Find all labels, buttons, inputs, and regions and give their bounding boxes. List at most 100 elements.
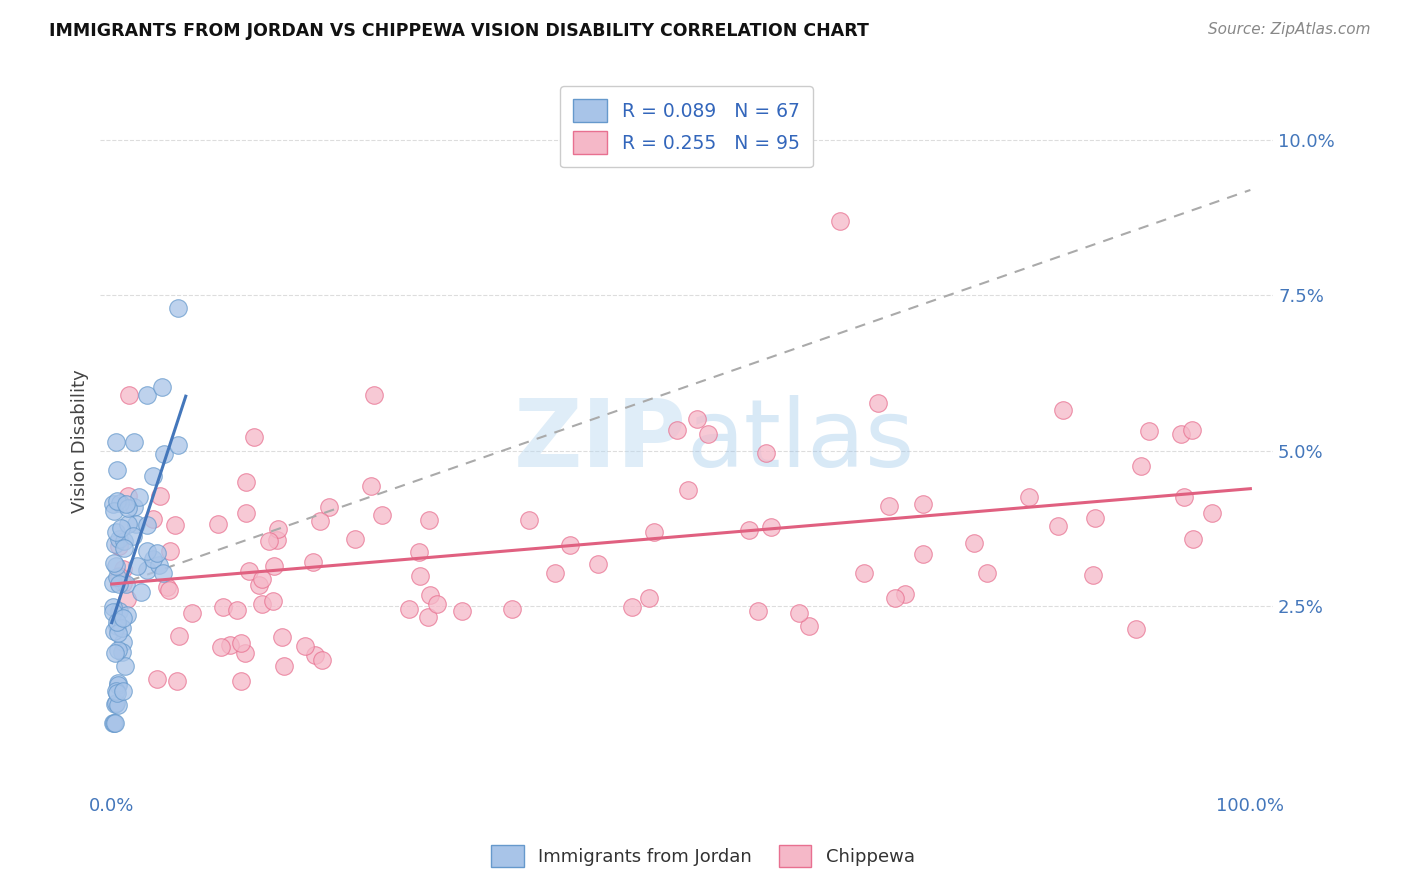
Point bbox=[104, 684, 127, 698]
Legend: Immigrants from Jordan, Chippewa: Immigrants from Jordan, Chippewa bbox=[482, 836, 924, 876]
Point bbox=[270, 630, 292, 644]
Point bbox=[302, 556, 325, 570]
Point bbox=[1201, 506, 1223, 520]
Point bbox=[112, 576, 135, 591]
Point bbox=[304, 648, 326, 662]
Point bbox=[115, 607, 138, 622]
Point bbox=[229, 636, 252, 650]
Point bbox=[118, 387, 141, 401]
Point bbox=[676, 483, 699, 497]
Point bbox=[544, 566, 567, 580]
Point bbox=[108, 496, 131, 510]
Point bbox=[142, 512, 165, 526]
Point bbox=[115, 498, 138, 512]
Text: Source: ZipAtlas.com: Source: ZipAtlas.com bbox=[1208, 22, 1371, 37]
Point bbox=[686, 411, 709, 425]
Point bbox=[104, 646, 127, 660]
Point bbox=[136, 518, 159, 533]
Point bbox=[976, 566, 998, 581]
Point bbox=[225, 603, 247, 617]
Point bbox=[643, 524, 665, 539]
Point bbox=[104, 525, 127, 540]
Point bbox=[273, 658, 295, 673]
Point bbox=[398, 602, 420, 616]
Point bbox=[759, 520, 782, 534]
Point bbox=[101, 497, 124, 511]
Point bbox=[852, 566, 875, 581]
Point bbox=[117, 501, 139, 516]
Point bbox=[517, 512, 540, 526]
Text: IMMIGRANTS FROM JORDAN VS CHIPPEWA VISION DISABILITY CORRELATION CHART: IMMIGRANTS FROM JORDAN VS CHIPPEWA VISIO… bbox=[49, 22, 869, 40]
Point bbox=[107, 570, 129, 584]
Point bbox=[107, 698, 129, 712]
Point bbox=[209, 640, 232, 655]
Point bbox=[103, 697, 125, 711]
Point bbox=[235, 475, 257, 490]
Point bbox=[1018, 490, 1040, 504]
Point bbox=[145, 673, 167, 687]
Point bbox=[247, 578, 270, 592]
Point bbox=[112, 634, 135, 648]
Point bbox=[963, 536, 986, 550]
Point bbox=[884, 591, 907, 605]
Legend: R = 0.089   N = 67, R = 0.255   N = 95: R = 0.089 N = 67, R = 0.255 N = 95 bbox=[561, 86, 813, 168]
Point bbox=[586, 557, 609, 571]
Point bbox=[250, 573, 273, 587]
Point bbox=[108, 569, 131, 583]
Point bbox=[911, 547, 934, 561]
Point bbox=[181, 607, 204, 621]
Point bbox=[416, 610, 439, 624]
Point bbox=[105, 686, 128, 700]
Point bbox=[620, 600, 643, 615]
Point bbox=[148, 558, 170, 572]
Point bbox=[157, 583, 180, 598]
Point bbox=[122, 435, 145, 450]
Point bbox=[755, 446, 778, 460]
Point bbox=[894, 587, 917, 601]
Point bbox=[866, 396, 889, 410]
Point bbox=[104, 716, 127, 731]
Point bbox=[747, 603, 769, 617]
Point bbox=[1173, 490, 1195, 504]
Point bbox=[103, 556, 125, 570]
Point bbox=[110, 521, 132, 535]
Point bbox=[830, 214, 852, 228]
Point bbox=[238, 564, 260, 578]
Point bbox=[125, 516, 148, 531]
Point bbox=[1084, 511, 1107, 525]
Point bbox=[105, 493, 128, 508]
Point bbox=[122, 500, 145, 515]
Point bbox=[250, 597, 273, 611]
Point bbox=[166, 437, 188, 451]
Point bbox=[105, 696, 128, 710]
Point bbox=[159, 544, 181, 558]
Point bbox=[363, 387, 385, 401]
Point bbox=[112, 541, 135, 555]
Point bbox=[697, 426, 720, 441]
Point bbox=[501, 601, 523, 615]
Point bbox=[167, 629, 190, 643]
Point bbox=[146, 546, 169, 560]
Point bbox=[318, 500, 340, 514]
Point bbox=[156, 580, 179, 594]
Point bbox=[105, 619, 128, 633]
Point bbox=[101, 605, 124, 619]
Point bbox=[311, 653, 333, 667]
Point bbox=[1125, 622, 1147, 636]
Point bbox=[101, 716, 124, 731]
Point bbox=[212, 599, 235, 614]
Point bbox=[129, 585, 152, 599]
Point bbox=[101, 575, 124, 590]
Point bbox=[665, 423, 688, 437]
Point bbox=[267, 522, 290, 536]
Point bbox=[167, 301, 190, 315]
Point bbox=[103, 716, 125, 731]
Point bbox=[257, 534, 280, 549]
Point bbox=[142, 551, 165, 566]
Point bbox=[426, 597, 449, 611]
Point bbox=[637, 591, 659, 606]
Point bbox=[207, 517, 229, 532]
Point bbox=[166, 674, 188, 689]
Point bbox=[409, 569, 432, 583]
Y-axis label: Vision Disability: Vision Disability bbox=[72, 369, 89, 513]
